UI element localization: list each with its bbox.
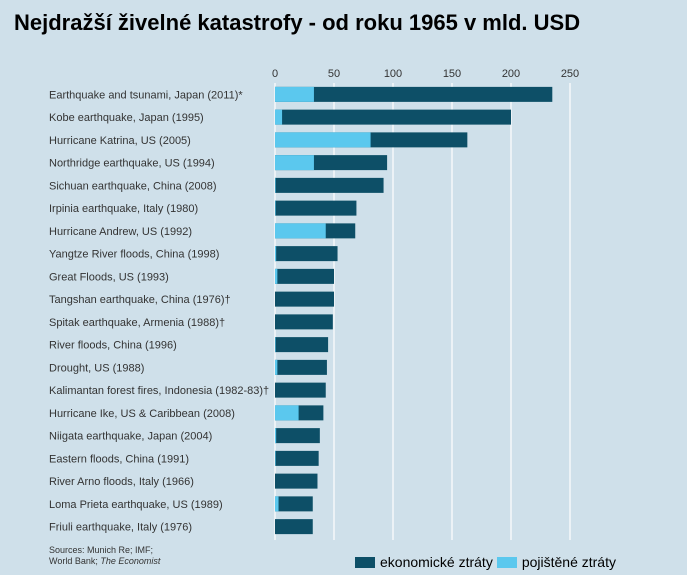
bar-insured <box>275 200 276 216</box>
category-label: Sichuan earthquake, China (2008) <box>49 180 217 192</box>
sources-line-2-prefix: World Bank; <box>49 556 101 566</box>
bar-chart: 0 50 100 150 200 250 Earthquake and tsunami, … <box>49 68 579 540</box>
legend-label-insured: pojištěné ztráty <box>521 554 616 570</box>
category-label: Niigata earthquake, Japan (2004) <box>49 431 212 443</box>
bar-economic <box>275 382 326 398</box>
bar-insured <box>275 428 277 444</box>
legend: ekonomické ztráty pojištěné ztráty <box>355 554 620 570</box>
legend-swatch-economic <box>355 556 375 568</box>
gridlines <box>274 83 571 540</box>
bar-economic <box>275 359 327 375</box>
category-label: Hurricane Ike, US & Caribbean (2008) <box>49 408 235 420</box>
legend-item-economic: ekonomické ztráty <box>355 554 493 570</box>
category-label: River floods, China (1996) <box>49 340 177 352</box>
sources-note: Sources: Munich Re; IMF; World Bank; The… <box>49 545 160 567</box>
bar-insured <box>275 177 276 193</box>
bar-insured <box>275 405 299 421</box>
category-label: Northridge earthquake, US (1994) <box>49 158 215 170</box>
x-axis-ticks: 0 50 100 150 200 250 <box>272 68 579 80</box>
legend-label-economic: ekonomické ztráty <box>380 554 493 570</box>
x-tick-label: 100 <box>384 68 402 80</box>
bar-insured <box>275 223 326 239</box>
bar-economic <box>275 246 338 262</box>
category-label: Spitak earthquake, Armenia (1988)† <box>49 317 225 329</box>
x-tick-label: 50 <box>328 68 340 80</box>
category-label: Eastern floods, China (1991) <box>49 453 189 465</box>
category-label: Drought, US (1988) <box>49 362 144 374</box>
category-label: Hurricane Katrina, US (2005) <box>49 135 191 147</box>
chart-title: Nejdražší živelné katastrofy - od roku 1… <box>14 10 581 35</box>
category-label: Hurricane Andrew, US (1992) <box>49 226 192 238</box>
x-tick-label: 150 <box>443 68 461 80</box>
bar-economic <box>275 428 320 444</box>
bar-economic <box>275 473 318 489</box>
bars <box>275 86 553 535</box>
bar-insured <box>275 496 279 512</box>
sources-line-1: Sources: Munich Re; IMF; <box>49 545 154 555</box>
sources-publication: The Economist <box>100 556 161 566</box>
category-label: Kalimantan forest fires, Indonesia (1982… <box>49 385 269 397</box>
category-label: Irpinia earthquake, Italy (1980) <box>49 203 198 215</box>
bar-insured <box>275 337 276 353</box>
x-tick-label: 0 <box>272 68 278 80</box>
bar-insured <box>275 359 278 375</box>
bar-economic <box>275 314 333 330</box>
bar-insured <box>275 132 371 148</box>
category-label: River Arno floods, Italy (1966) <box>49 476 194 488</box>
legend-item-insured: pojištěné ztráty <box>496 554 616 570</box>
category-label: Tangshan earthquake, China (1976)† <box>49 294 231 306</box>
category-label: Yangtze River floods, China (1998) <box>49 249 219 261</box>
bar-economic <box>275 450 319 466</box>
bar-economic <box>275 200 357 216</box>
category-label: Earthquake and tsunami, Japan (2011)* <box>49 89 243 101</box>
bar-insured <box>275 86 314 102</box>
legend-swatch-insured <box>496 556 517 568</box>
bar-insured <box>275 450 276 466</box>
x-tick-label: 200 <box>502 68 520 80</box>
bar-insured <box>275 268 278 284</box>
bar-insured <box>275 155 314 171</box>
sources-line-2: World Bank; The Economist <box>49 556 160 567</box>
bar-economic <box>275 268 334 284</box>
x-tick-label: 250 <box>561 68 579 80</box>
bar-economic <box>275 337 329 353</box>
bar-economic <box>275 177 384 193</box>
bar-economic <box>275 519 313 535</box>
category-label: Great Floods, US (1993) <box>49 271 169 283</box>
category-label: Kobe earthquake, Japan (1995) <box>49 112 204 124</box>
bar-insured <box>275 246 277 262</box>
bar-economic <box>275 109 511 125</box>
category-label: Friuli earthquake, Italy (1976) <box>49 522 192 534</box>
bar-economic <box>275 86 553 102</box>
category-labels: Earthquake and tsunami, Japan (2011)* Kob… <box>49 89 269 533</box>
bar-economic <box>275 496 313 512</box>
category-label: Loma Prieta earthquake, US (1989) <box>49 499 223 511</box>
bar-economic <box>275 291 334 307</box>
bar-insured <box>275 109 283 125</box>
